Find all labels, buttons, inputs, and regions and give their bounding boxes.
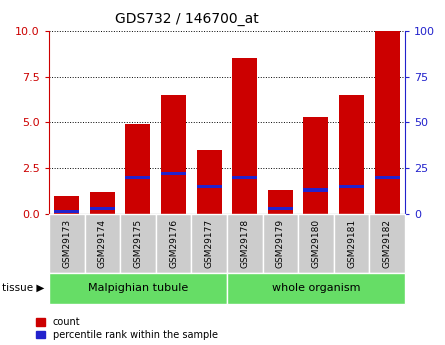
Legend: count, percentile rank within the sample: count, percentile rank within the sample — [36, 317, 218, 340]
Bar — [303, 188, 328, 192]
Bar — [232, 176, 257, 179]
Bar — [303, 117, 328, 214]
Bar — [375, 31, 400, 214]
Text: GSM29178: GSM29178 — [240, 219, 249, 268]
Text: GSM29173: GSM29173 — [62, 219, 71, 268]
Bar — [339, 95, 364, 214]
Bar — [298, 214, 334, 273]
Bar — [334, 214, 369, 273]
Bar — [125, 124, 150, 214]
Text: GSM29182: GSM29182 — [383, 219, 392, 268]
Bar — [49, 273, 227, 304]
Bar — [161, 95, 186, 214]
Text: GSM29175: GSM29175 — [134, 219, 142, 268]
Bar — [161, 172, 186, 175]
Bar — [232, 58, 257, 214]
Bar — [369, 214, 405, 273]
Bar — [54, 209, 79, 213]
Bar — [268, 190, 293, 214]
Text: tissue ▶: tissue ▶ — [2, 283, 44, 293]
Bar — [197, 185, 222, 188]
Bar — [339, 185, 364, 188]
Text: GDS732 / 146700_at: GDS732 / 146700_at — [115, 12, 259, 26]
Bar — [197, 150, 222, 214]
Text: GSM29179: GSM29179 — [276, 219, 285, 268]
Bar — [85, 214, 120, 273]
Bar — [156, 214, 191, 273]
Text: GSM29180: GSM29180 — [312, 219, 320, 268]
Bar — [263, 214, 298, 273]
Bar — [90, 207, 115, 210]
Bar — [125, 176, 150, 179]
Text: GSM29181: GSM29181 — [347, 219, 356, 268]
Bar — [268, 207, 293, 210]
Text: Malpighian tubule: Malpighian tubule — [88, 283, 188, 293]
Bar — [49, 214, 85, 273]
Text: GSM29177: GSM29177 — [205, 219, 214, 268]
Bar — [191, 214, 227, 273]
Text: GSM29176: GSM29176 — [169, 219, 178, 268]
Bar — [90, 192, 115, 214]
Bar — [227, 273, 405, 304]
Bar — [120, 214, 156, 273]
Bar — [54, 196, 79, 214]
Text: GSM29174: GSM29174 — [98, 219, 107, 268]
Bar — [227, 214, 263, 273]
Text: whole organism: whole organism — [272, 283, 360, 293]
Bar — [375, 176, 400, 179]
